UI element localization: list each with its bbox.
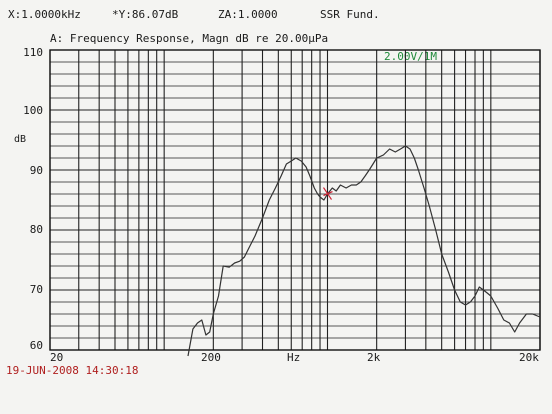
y-tick-label: 60 bbox=[29, 339, 43, 352]
y-readout: *Y:86.07dB bbox=[112, 8, 179, 21]
plot-frame bbox=[49, 49, 541, 351]
response-curve bbox=[187, 145, 541, 357]
x-tick-label: 200 bbox=[201, 351, 221, 364]
timestamp: 19-JUN-2008 14:30:18 bbox=[6, 364, 139, 377]
y-tick-label: 80 bbox=[29, 223, 43, 236]
y-tick-label: 100 bbox=[23, 104, 43, 117]
y-tick-label: 70 bbox=[29, 283, 43, 296]
y-tick-label: 110 bbox=[23, 46, 43, 59]
cursor-marker bbox=[323, 191, 333, 197]
scale-label: 2.00V/1M bbox=[384, 50, 437, 63]
x-tick-label: 20 bbox=[50, 351, 64, 364]
x-tick-label: 20k bbox=[519, 351, 539, 364]
y-axis-label: dB bbox=[14, 134, 27, 145]
x-tick-label: 2k bbox=[367, 351, 381, 364]
y-tick-label: 90 bbox=[29, 164, 43, 177]
mode-label: SSR Fund. bbox=[320, 8, 380, 21]
x-readout: X:1.0000kHz bbox=[8, 8, 81, 21]
z-readout: ZA:1.0000 bbox=[218, 8, 278, 21]
x-tick-label: Hz bbox=[287, 351, 301, 364]
chart-title: A: Frequency Response, Magn dB re 20.00μ… bbox=[50, 32, 329, 45]
